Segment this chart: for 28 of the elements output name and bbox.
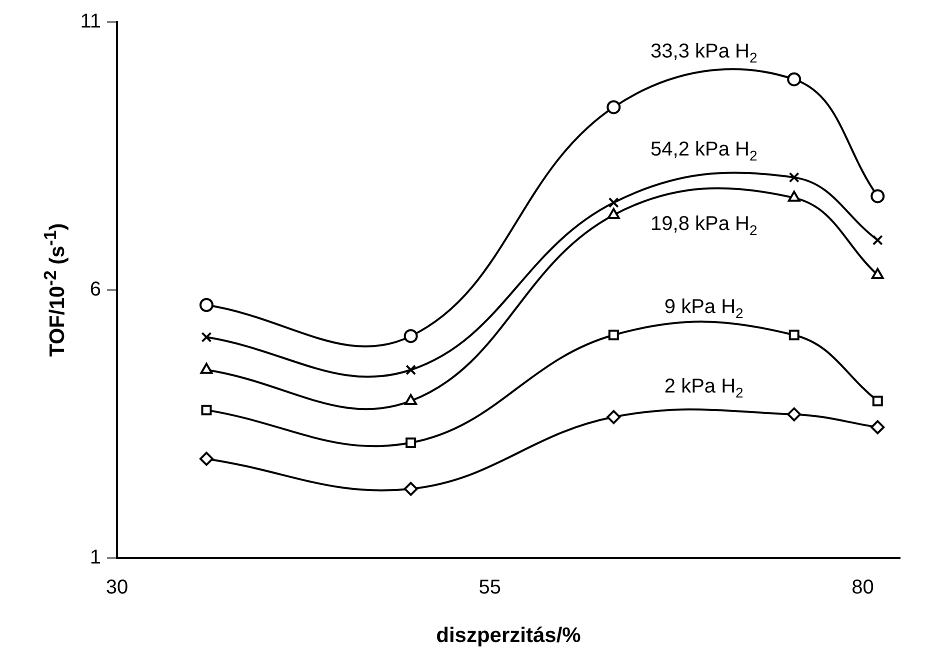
point (788, 190, 800, 202)
point (606, 100, 621, 114)
point (608, 330, 619, 340)
point (787, 72, 802, 86)
point (788, 330, 800, 340)
y-tick-label: 11 (80, 10, 101, 33)
point (872, 396, 883, 406)
point (406, 364, 416, 376)
point (788, 172, 800, 183)
point (404, 482, 418, 496)
point (201, 332, 212, 342)
point (199, 298, 214, 312)
y-tick-label: 6 (90, 278, 101, 301)
point (608, 197, 619, 208)
point (872, 234, 883, 246)
point (406, 438, 416, 448)
point (201, 404, 212, 416)
point (199, 452, 214, 466)
x-tick-label: 55 (478, 576, 501, 599)
x-tick-label: 30 (106, 576, 128, 599)
x-axis-title: diszperzitás/% (435, 624, 582, 648)
point (870, 189, 885, 204)
point (870, 420, 885, 434)
point (404, 329, 418, 344)
y-tick-label: 1 (90, 546, 101, 569)
point (787, 407, 802, 422)
x-tick-label: 80 (852, 576, 874, 599)
point (606, 410, 621, 424)
